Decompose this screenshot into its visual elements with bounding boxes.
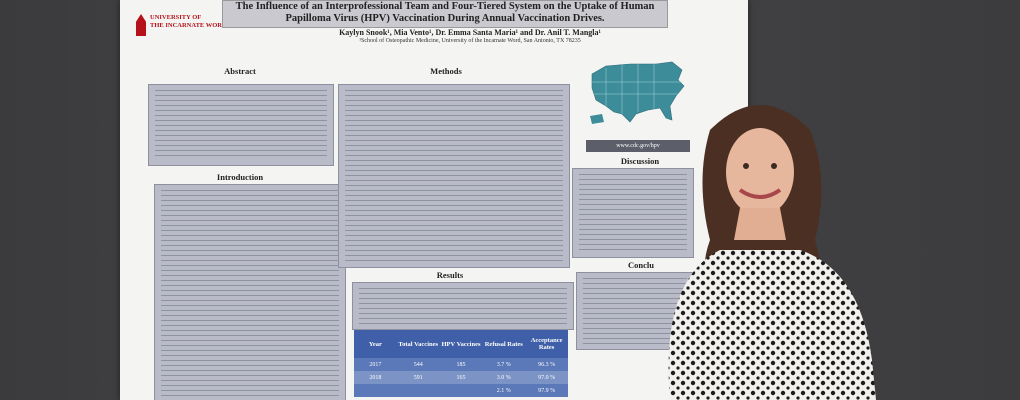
table-row: 2017 544 185 3.7 % 96.3 % xyxy=(354,358,568,371)
table-header-refusal: Refusal Rates xyxy=(484,340,523,348)
table-header-year: Year xyxy=(368,340,382,348)
smile-shape xyxy=(738,188,782,199)
table-cell xyxy=(397,384,440,397)
table-header-total: Total Vaccines xyxy=(398,340,439,348)
discussion-text-box xyxy=(572,168,694,258)
conclusion-text-box xyxy=(576,272,694,350)
methods-text-box xyxy=(338,84,570,268)
research-poster: UNIVERSITY OF THE INCARNATE WORD The Inf… xyxy=(120,0,748,400)
abstract-text-box xyxy=(148,84,334,166)
table-header: Year Total Vaccines HPV Vaccines Refusal… xyxy=(354,330,568,358)
discussion-heading: Discussion xyxy=(620,156,660,166)
face-shape xyxy=(726,128,794,216)
table-cell: 165 xyxy=(456,374,466,381)
us-map-figure xyxy=(590,61,685,124)
university-logo: UNIVERSITY OF THE INCARNATE WORD xyxy=(134,8,230,48)
conclusion-heading: Conclu xyxy=(628,260,654,270)
table-cell: 3.0 % xyxy=(496,374,511,381)
patterned-dress xyxy=(668,250,876,400)
abstract-heading: Abstract xyxy=(224,66,256,76)
table-cell: 544 xyxy=(413,361,423,368)
poster-title-line-2: Papilloma Virus (HPV) Vaccination During… xyxy=(285,13,605,24)
cdc-link-banner: www.cdc.gov/hpv xyxy=(586,140,690,152)
introduction-text-box xyxy=(154,184,346,400)
table-cell xyxy=(440,384,483,397)
results-heading: Results xyxy=(436,270,464,280)
logo-line-1: UNIVERSITY OF xyxy=(150,14,202,21)
results-text-box xyxy=(352,282,574,330)
poster-title: The Influence of an Interprofessional Te… xyxy=(222,0,668,28)
table-cell: 97.9 % xyxy=(538,387,556,394)
table-cell: 591 xyxy=(413,374,423,381)
poster-affiliation: ¹School of Osteopathic Medicine, Univers… xyxy=(359,38,581,44)
introduction-heading: Introduction xyxy=(216,172,264,182)
table-cell: 2.1 % xyxy=(496,387,511,394)
methods-heading: Methods xyxy=(430,66,462,76)
presenter-person xyxy=(668,105,876,400)
table-cell: 2018 xyxy=(369,374,382,381)
logo-line-2: THE INCARNATE WORD xyxy=(150,21,227,29)
table-header-acceptance: Acceptance Rates xyxy=(530,337,563,351)
table-row: 2018 591 165 3.0 % 97.0 % xyxy=(354,371,568,384)
table-cell: 185 xyxy=(456,361,466,368)
table-row: 2.1 % 97.9 % xyxy=(354,384,568,397)
table-cell: 96.3 % xyxy=(538,361,556,368)
poster-title-line-1: The Influence of an Interprofessional Te… xyxy=(235,1,655,12)
logo-mark-icon xyxy=(136,14,146,36)
poster-authors: Kaylyn Snook¹, Mia Vento¹, Dr. Emma Sant… xyxy=(339,28,601,37)
results-table: Year Total Vaccines HPV Vaccines Refusal… xyxy=(354,330,568,400)
table-cell: 3.7 % xyxy=(496,361,511,368)
table-header-hpv: HPV Vaccines xyxy=(441,340,481,348)
table-cell: 2017 xyxy=(369,361,382,368)
table-cell xyxy=(354,384,397,397)
table-cell: 97.0 % xyxy=(538,374,556,381)
